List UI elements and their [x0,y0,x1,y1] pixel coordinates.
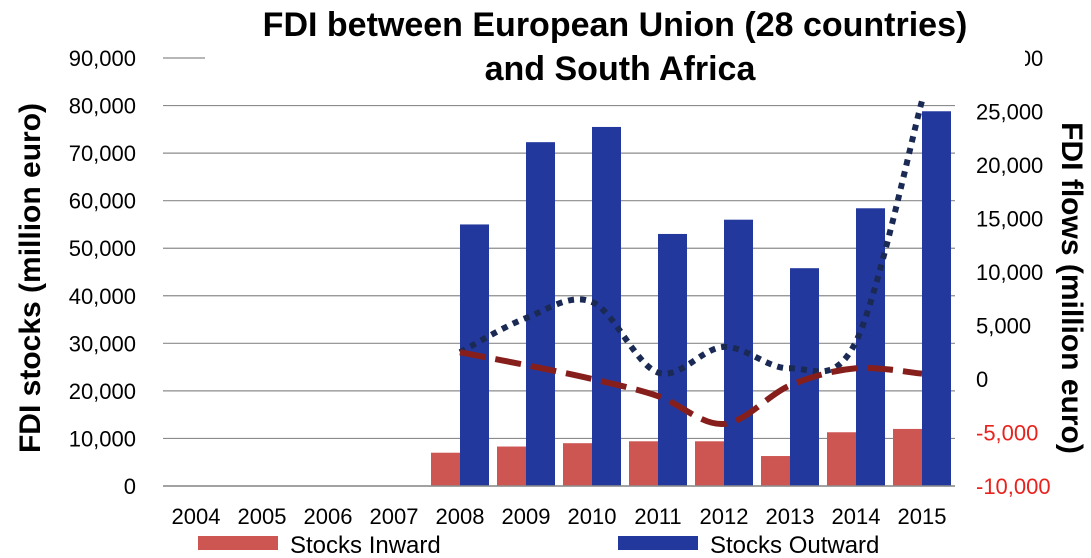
bar-stocks-inward [431,452,460,486]
flow-lines [458,100,925,427]
flow-line-dotted [458,100,925,377]
x-tick-label: 2008 [436,504,485,529]
y-axis-left-title: FDI stocks (million euro) [14,103,47,453]
x-tick-label: 2015 [898,504,947,529]
chart-title-line1: FDI between European Union (28 countries… [263,6,968,44]
y-left-tick-label: 20,000 [69,379,136,404]
y-left-tick-label: 10,000 [69,426,136,451]
y-right-tick-label: 15,000 [976,207,1043,232]
legend: Stocks Inward Stocks Outward [198,532,879,558]
bar-stocks-inward [827,432,856,486]
bar-stocks-inward [695,441,724,486]
bar-stocks-inward [893,428,922,486]
y-left-tick-label: 90,000 [69,46,136,71]
x-tick-label: 2013 [766,504,815,529]
x-tick-label: 2009 [502,504,551,529]
y-left-tick-label: 80,000 [69,94,136,119]
bar-stocks-inward [761,456,790,486]
bar-stocks-inward [497,446,526,486]
bar-stocks-inward [563,443,592,486]
legend-label: Stocks Outward [710,532,879,558]
x-tick-label: 2006 [304,504,353,529]
legend-swatch [618,536,698,550]
y-right-tick-label: -10,000 [976,474,1051,499]
y-right-tick-label: 25,000 [976,100,1043,125]
y-left-tick-label: 70,000 [69,141,136,166]
bar-stocks-outward [592,126,621,486]
y-left-tick-label: 0 [124,474,136,499]
title-backdrop [205,2,1025,90]
y-right-tick-label: 20,000 [976,153,1043,178]
bar-stocks-inward [629,441,658,486]
chart-title-line2: and South Africa [485,50,757,88]
bar-stocks-outward [922,111,951,487]
x-tick-label: 2007 [370,504,419,529]
x-tick-label: 2010 [568,504,617,529]
x-tick-label: 2011 [634,504,681,529]
y-right-tick-label: -5,000 [976,421,1038,446]
y-left-tick-label: 30,000 [69,331,136,356]
x-tick-label: 2012 [700,504,749,529]
flow-line-dashed [459,349,923,427]
bar-stocks-outward [658,233,687,486]
y-right-tick-label: 0 [976,367,988,392]
y-right-tick-label: 5,000 [976,314,1031,339]
legend-label: Stocks Inward [290,532,441,558]
bar-stocks-outward [856,208,885,486]
x-tick-label: 2014 [832,504,881,529]
x-tick-label: 2004 [172,504,221,529]
gridlines [163,57,955,487]
y-left-tick-label: 40,000 [69,284,136,309]
y-left-tick-label: 60,000 [69,189,136,214]
y-axis-right-title: FDI flows (million euro) [1055,122,1088,454]
x-tick-label: 2005 [238,504,287,529]
legend-swatch [198,536,278,550]
y-right-tick-label: 10,000 [976,260,1043,285]
y-left-tick-label: 50,000 [69,236,136,261]
bars [431,111,951,487]
